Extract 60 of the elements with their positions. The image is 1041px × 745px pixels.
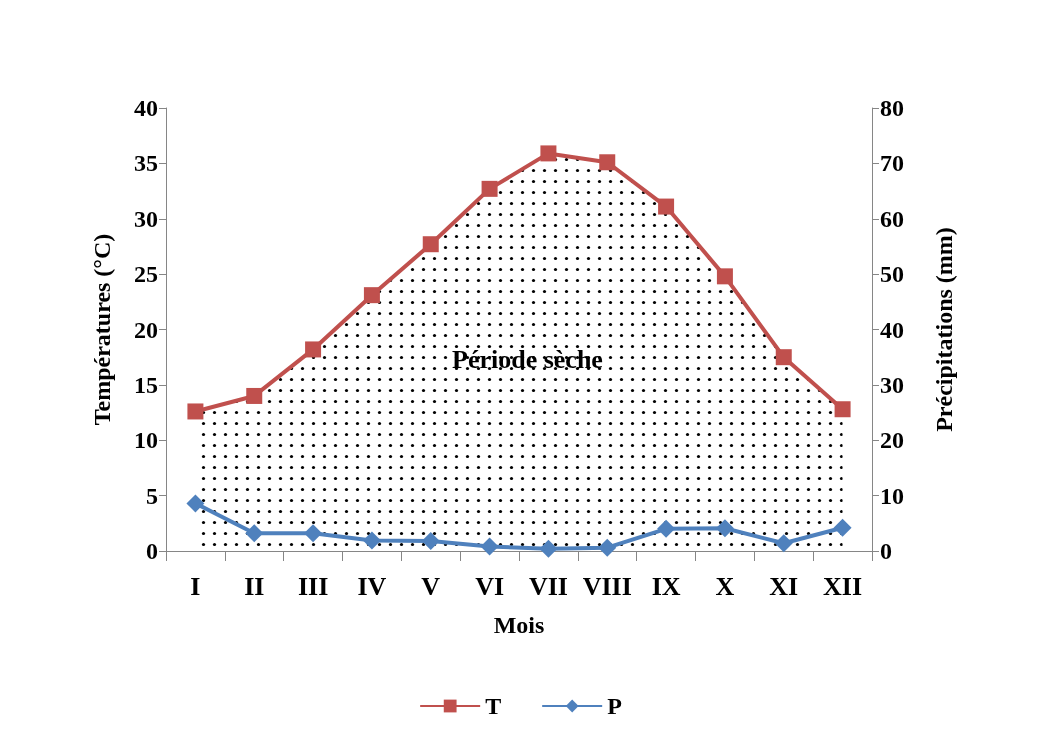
y2-tick-label: 60: [880, 205, 904, 232]
point: [305, 341, 322, 358]
x-tick-label: IV: [357, 571, 387, 601]
x-tick-label: IX: [651, 571, 681, 601]
point: [363, 287, 380, 304]
point: [539, 539, 558, 558]
y-tick-label: 0: [146, 538, 158, 564]
y-tick-label: 5: [146, 482, 158, 509]
x-tick-label: X: [715, 571, 735, 601]
y-tick-label: 40: [134, 95, 158, 121]
legend-label: T: [485, 693, 502, 719]
annotation: Période sèche: [452, 344, 603, 374]
x-tick-label: II: [244, 571, 265, 601]
y2-tick-label: 10: [880, 482, 904, 509]
x-tick-label: VII: [528, 571, 568, 601]
point: [774, 534, 793, 553]
point: [715, 519, 734, 538]
legend-label: P: [607, 693, 622, 719]
y-tick-label: 10: [134, 427, 158, 454]
y2-tick-label: 0: [880, 538, 892, 564]
y2-axis-title: Précipitations (mm): [931, 227, 957, 432]
y-tick-label: 25: [134, 261, 158, 288]
point: [304, 524, 323, 543]
y-tick-label: 30: [134, 205, 158, 232]
x-tick-label: XII: [823, 571, 863, 601]
point: [246, 387, 263, 404]
y-axis-title: Températures (°C): [89, 233, 115, 426]
point: [481, 180, 498, 197]
point: [186, 494, 205, 513]
x-tick-label: VIII: [582, 571, 632, 601]
point: [599, 154, 616, 171]
x-tick-label: I: [190, 571, 201, 601]
y2-tick-label: 50: [880, 261, 904, 288]
y2-tick-label: 30: [880, 371, 904, 398]
x-axis-title: Mois: [493, 612, 545, 638]
x-tick-label: III: [297, 571, 329, 601]
point: [540, 145, 557, 162]
point: [658, 198, 675, 215]
y-tick-label: 20: [134, 316, 158, 343]
y2-tick-label: 70: [880, 150, 904, 177]
point: [422, 236, 439, 253]
y2-tick-label: 40: [880, 316, 904, 343]
point: [833, 518, 852, 537]
x-tick-label: V: [421, 571, 441, 601]
x-tick-label: XI: [769, 571, 799, 601]
y2-tick-label: 20: [880, 427, 904, 454]
y-tick-label: 35: [134, 150, 158, 177]
point: [598, 538, 617, 557]
point: [362, 531, 381, 550]
point: [187, 403, 204, 420]
point: [421, 532, 440, 551]
point: [834, 401, 851, 418]
point: [657, 519, 676, 538]
point: [480, 537, 499, 556]
point: [245, 524, 264, 543]
point: [716, 268, 733, 285]
x-tick-label: VI: [475, 571, 505, 601]
point: [775, 349, 792, 366]
y-tick-label: 15: [134, 371, 158, 398]
y2-tick-label: 80: [880, 95, 904, 121]
